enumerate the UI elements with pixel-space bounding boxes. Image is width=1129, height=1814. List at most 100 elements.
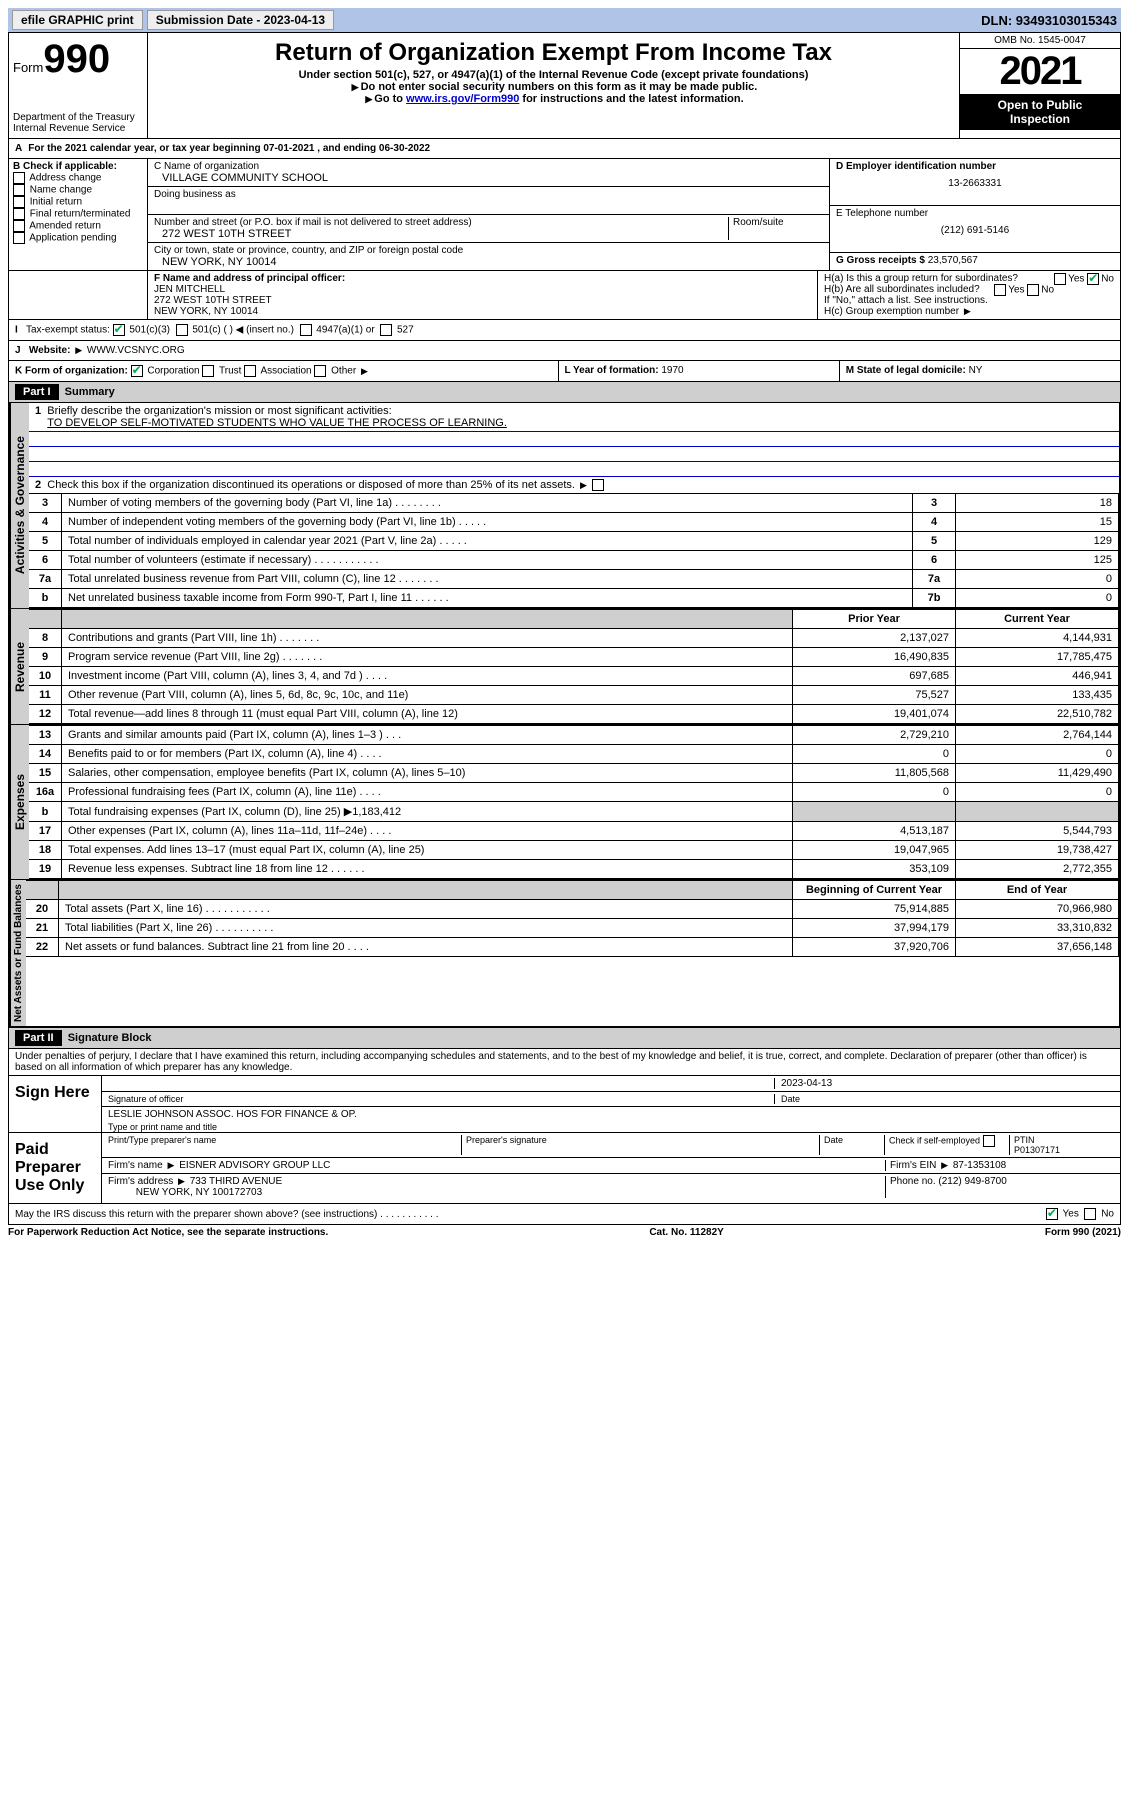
part1-header: Part I Summary xyxy=(9,382,1120,403)
table-row: 9Program service revenue (Part VIII, lin… xyxy=(29,648,1119,667)
subtitle-2: Do not enter social security numbers on … xyxy=(152,81,955,93)
table-row: 20Total assets (Part X, line 16) . . . .… xyxy=(26,900,1119,919)
table-row: 18Total expenses. Add lines 13–17 (must … xyxy=(29,841,1119,860)
officer-block: F Name and address of principal officer:… xyxy=(147,271,817,319)
l2-check[interactable] xyxy=(592,479,604,491)
omb-number: OMB No. 1545-0047 xyxy=(960,33,1120,49)
city: NEW YORK, NY 10014 xyxy=(154,256,823,268)
may-no[interactable] xyxy=(1084,1208,1096,1220)
b-checkbox[interactable] xyxy=(13,220,25,232)
sign-here: Sign Here xyxy=(9,1076,102,1132)
vert-activities: Activities & Governance xyxy=(10,403,29,608)
declaration: Under penalties of perjury, I declare th… xyxy=(9,1049,1120,1075)
ha-yes[interactable] xyxy=(1054,273,1066,285)
open-to-public: Open to PublicInspection xyxy=(960,94,1120,130)
vert-expenses: Expenses xyxy=(10,725,29,879)
row-j: J Website: WWW.VCSNYC.ORG xyxy=(8,341,1121,361)
may-yes[interactable] xyxy=(1046,1208,1058,1220)
officer-name: LESLIE JOHNSON ASSOC. HOS FOR FINANCE & … xyxy=(108,1109,357,1120)
table-row: 8Contributions and grants (Part VIII, li… xyxy=(29,629,1119,648)
street-cell: Number and street (or P.O. box if mail i… xyxy=(148,215,829,243)
row-i: I Tax-exempt status: 501(c)(3) 501(c) ( … xyxy=(8,320,1121,341)
b-checkbox[interactable] xyxy=(13,184,25,196)
section-b-title: B Check if applicable: xyxy=(13,161,117,172)
b-checkbox[interactable] xyxy=(13,172,25,184)
footer: For Paperwork Reduction Act Notice, see … xyxy=(8,1225,1121,1240)
hb-yes[interactable] xyxy=(994,284,1006,296)
ein: 13-2663331 xyxy=(836,172,1114,189)
sig-officer-lbl: Signature of officer xyxy=(108,1094,775,1104)
i-4947[interactable] xyxy=(300,324,312,336)
form-number: Form990 xyxy=(13,37,143,82)
table-row: 3Number of voting members of the governi… xyxy=(29,494,1119,513)
b-checkbox[interactable] xyxy=(13,196,25,208)
table-row: bNet unrelated business taxable income f… xyxy=(29,589,1119,608)
website[interactable]: WWW.VCSNYC.ORG xyxy=(87,345,185,356)
irs-label: Internal Revenue Service xyxy=(13,123,143,134)
may-discuss: May the IRS discuss this return with the… xyxy=(8,1204,1121,1225)
subtitle-3: Go to www.irs.gov/Form990 for instructio… xyxy=(152,93,955,105)
table-row: 15Salaries, other compensation, employee… xyxy=(29,764,1119,783)
dept-label: Department of the Treasury xyxy=(13,112,143,123)
table-row: 10Investment income (Part VIII, column (… xyxy=(29,667,1119,686)
firm-ein: Firm's EIN 87-1353108 xyxy=(886,1160,1114,1171)
hb-no[interactable] xyxy=(1027,284,1039,296)
tax-year: 2021 xyxy=(960,49,1120,94)
table-row: 13Grants and similar amounts paid (Part … xyxy=(29,726,1119,745)
sig-date: 2023-04-13 xyxy=(775,1078,1114,1089)
i-527[interactable] xyxy=(380,324,392,336)
table-row: 7aTotal unrelated business revenue from … xyxy=(29,570,1119,589)
table-row: bTotal fundraising expenses (Part IX, co… xyxy=(29,802,1119,822)
b-checkbox[interactable] xyxy=(13,232,25,244)
b-check-5: Application pending xyxy=(13,232,143,244)
line-1: 1 Briefly describe the organization's mi… xyxy=(29,403,1119,432)
self-emp-check[interactable] xyxy=(983,1135,995,1147)
b-checkbox[interactable] xyxy=(13,208,25,220)
h-b: H(b) Are all subordinates included? Yes … xyxy=(824,284,1114,295)
city-cell: City or town, state or province, country… xyxy=(148,243,829,270)
h-c: H(c) Group exemption number xyxy=(824,306,1114,317)
self-employed: Check if self-employed xyxy=(885,1135,1010,1155)
dba-cell: Doing business as xyxy=(148,187,829,215)
form-title: Return of Organization Exempt From Incom… xyxy=(152,39,955,67)
firm-name: Firm's name EISNER ADVISORY GROUP LLC xyxy=(108,1160,886,1171)
entity-block: B Check if applicable: Address change Na… xyxy=(8,159,1121,271)
table-row: 11Other revenue (Part VIII, column (A), … xyxy=(29,686,1119,705)
table-row: 19Revenue less expenses. Subtract line 1… xyxy=(29,860,1119,879)
row-k: K Form of organization: Corporation Trus… xyxy=(8,361,559,382)
gross-receipts: G Gross receipts $ 23,570,567 xyxy=(830,253,1120,268)
vert-revenue: Revenue xyxy=(10,609,29,724)
row-l: L Year of formation: 1970 xyxy=(559,361,840,382)
b-check-2: Initial return xyxy=(13,196,143,208)
k-corp[interactable] xyxy=(131,365,143,377)
table-row: 12Total revenue—add lines 8 through 11 (… xyxy=(29,705,1119,724)
top-bar: efile GRAPHIC print Submission Date - 20… xyxy=(8,8,1121,32)
phone: (212) 691-5146 xyxy=(836,219,1114,236)
line-a: A For the 2021 calendar year, or tax yea… xyxy=(8,139,1121,159)
efile-badge[interactable]: efile GRAPHIC print xyxy=(12,10,143,30)
table-row: 16aProfessional fundraising fees (Part I… xyxy=(29,783,1119,802)
firm-phone: Phone no. (212) 949-8700 xyxy=(886,1176,1114,1198)
row-m: M State of legal domicile: NY xyxy=(840,361,1121,382)
part2-header: Part II Signature Block xyxy=(9,1028,1120,1049)
ha-no[interactable] xyxy=(1087,273,1099,285)
k-other[interactable] xyxy=(314,365,326,377)
k-assoc[interactable] xyxy=(244,365,256,377)
subtitle-1: Under section 501(c), 527, or 4947(a)(1)… xyxy=(152,69,955,81)
instructions-link[interactable]: www.irs.gov/Form990 xyxy=(406,93,519,105)
table-row: 14Benefits paid to or for members (Part … xyxy=(29,745,1119,764)
table-row: 4Number of independent voting members of… xyxy=(29,513,1119,532)
room-suite: Room/suite xyxy=(728,217,823,240)
i-501c[interactable] xyxy=(176,324,188,336)
line-2: 2 Check this box if the organization dis… xyxy=(29,477,1119,493)
b-check-0: Address change xyxy=(13,172,143,184)
table-row: 22Net assets or fund balances. Subtract … xyxy=(26,938,1119,957)
k-trust[interactable] xyxy=(202,365,214,377)
submission-date: Submission Date - 2023-04-13 xyxy=(147,10,334,30)
b-check-4: Amended return xyxy=(13,220,143,232)
h-a: H(a) Is this a group return for subordin… xyxy=(824,273,1114,284)
i-501c3[interactable] xyxy=(113,324,125,336)
b-check-1: Name change xyxy=(13,184,143,196)
h-note: If "No," attach a list. See instructions… xyxy=(824,295,1114,306)
form-header: Form990 Department of the Treasury Inter… xyxy=(8,32,1121,139)
